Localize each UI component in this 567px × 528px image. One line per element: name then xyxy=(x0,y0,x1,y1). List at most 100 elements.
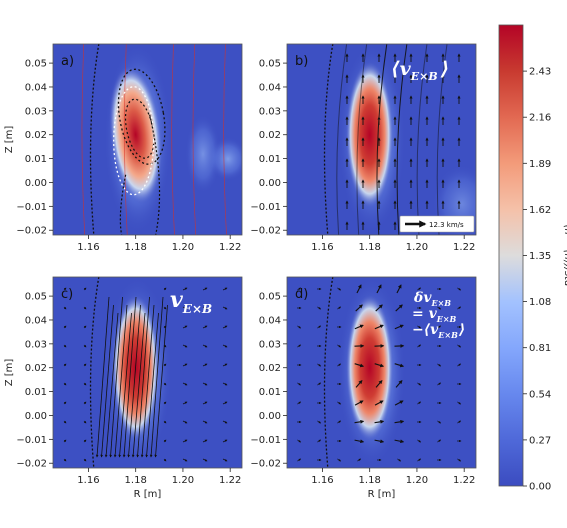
y-tick-label: −0.02 xyxy=(250,226,281,237)
flux-surface-line xyxy=(192,44,197,235)
velocity-arrow xyxy=(222,458,228,462)
panel-annotation: vE×B xyxy=(170,287,212,316)
x-tick-label: 1.16 xyxy=(77,475,99,486)
velocity-arrow xyxy=(354,324,364,330)
velocity-arrow xyxy=(457,344,462,348)
y-tick-label: −0.02 xyxy=(16,226,47,237)
panel-frame xyxy=(286,276,477,469)
velocity-arrow xyxy=(163,439,167,443)
velocity-arrow xyxy=(394,439,405,444)
velocity-arrow xyxy=(395,304,403,312)
velocity-arrow xyxy=(63,363,67,367)
velocity-arrow xyxy=(202,325,208,329)
flux-surface-line xyxy=(81,44,86,235)
velocity-arrow xyxy=(202,344,208,348)
scale-arrow-label: 12.3 km/s xyxy=(429,221,464,229)
velocity-arrow xyxy=(417,458,422,462)
velocity-arrow xyxy=(136,296,150,458)
velocity-arrow xyxy=(374,400,384,406)
velocity-arrow xyxy=(182,344,188,348)
velocity-arrow xyxy=(317,325,322,329)
velocity-arrow xyxy=(337,306,342,310)
velocity-arrow xyxy=(394,324,404,330)
panel-a: 1.16 1.18 1.20 1.22 0.05 0.04 0.03 0.02 0.01 0.00… xyxy=(4,43,243,253)
y-tick-label: 0.04 xyxy=(25,315,47,326)
velocity-arrow xyxy=(337,401,342,405)
y-tick-label: 0.01 xyxy=(25,387,47,398)
y-tick-label: −0.02 xyxy=(250,459,281,470)
velocity-arrow xyxy=(457,420,462,424)
y-axis-label: Z [m] xyxy=(4,359,15,387)
annotation-text: −⟨vE×B⟩ xyxy=(412,322,465,340)
velocity-arrow xyxy=(222,287,228,291)
velocity-arrow xyxy=(337,363,342,367)
velocity-arrow xyxy=(202,401,208,405)
velocity-arrow xyxy=(202,306,208,310)
colorbar: 0.00 0.27 0.54 0.81 1.08 1.35 1.62 1.89 2.16 2.43… xyxy=(498,24,567,493)
colorbar-tick-label: 1.35 xyxy=(529,251,551,262)
separatrix-curve xyxy=(323,44,334,235)
velocity-arrow xyxy=(83,306,87,310)
annotation-text: ⟨vE×B ⟩ xyxy=(391,58,449,83)
colorbar-gradient xyxy=(498,24,524,487)
x-tick-label: 1.16 xyxy=(311,475,333,486)
panel-label: c) xyxy=(61,287,73,302)
y-tick-label: −0.01 xyxy=(16,202,47,213)
velocity-arrow xyxy=(202,439,208,443)
velocity-arrow xyxy=(375,380,383,388)
density-blob xyxy=(108,65,163,205)
y-tick-label: 0.00 xyxy=(25,411,47,422)
panel-label: b) xyxy=(295,54,308,69)
y-tick-label: −0.01 xyxy=(16,435,47,446)
y-tick-label: 0.02 xyxy=(25,363,47,374)
velocity-arrow xyxy=(437,439,442,443)
x-tick-label: 1.20 xyxy=(172,242,194,253)
heatmap-area: 12.3 km/s xyxy=(287,44,476,235)
flow-line xyxy=(396,44,408,235)
separatrix-curve xyxy=(323,277,334,468)
x-tick-label: 1.18 xyxy=(359,475,381,486)
x-tick-label: 1.18 xyxy=(359,242,381,253)
heatmap-halo xyxy=(185,114,221,194)
velocity-arrow xyxy=(317,363,322,367)
y-tick-label: 0.01 xyxy=(259,154,281,165)
velocity-arrow xyxy=(163,382,167,386)
y-tick-label: 0.02 xyxy=(259,130,281,141)
velocity-arrow xyxy=(437,363,442,367)
colorbar-label: (n − ⟨n⟩)/std xyxy=(562,225,567,288)
velocity-arrow xyxy=(182,382,188,386)
velocity-arrow xyxy=(95,296,110,458)
velocity-arrow xyxy=(297,401,302,405)
panel-frame xyxy=(52,276,243,469)
velocity-arrow xyxy=(131,312,146,458)
x-tick-label: 1.20 xyxy=(406,242,428,253)
x-tick-label: 1.16 xyxy=(77,242,99,253)
velocity-arrow xyxy=(354,363,365,368)
scale-box xyxy=(399,215,475,233)
x-tick-label: 1.22 xyxy=(219,242,241,253)
y-tick-label: −0.01 xyxy=(250,202,281,213)
dotted-contour xyxy=(119,174,127,235)
colorbar-tick-label: 0.27 xyxy=(529,435,551,446)
flow-line xyxy=(356,44,368,235)
annotation-text: vE×B xyxy=(170,287,212,316)
velocity-arrow xyxy=(317,420,322,424)
dotted-contour xyxy=(117,68,166,165)
velocity-arrow xyxy=(354,400,364,406)
x-tick-label: 1.18 xyxy=(125,475,147,486)
velocity-arrow xyxy=(457,458,462,462)
velocity-arrow xyxy=(222,439,228,443)
velocity-arrow xyxy=(317,439,322,443)
y-tick-label: 0.05 xyxy=(25,59,47,70)
scale-arrow-box: 12.3 km/s xyxy=(399,215,475,233)
separatrix-curve xyxy=(89,44,100,235)
velocity-arrow xyxy=(163,306,167,310)
velocity-arrow xyxy=(83,420,87,424)
panel-annotation: ⟨vE×B ⟩ xyxy=(391,58,449,83)
velocity-arrow xyxy=(163,363,167,367)
colorbar-tick-label: 0.00 xyxy=(529,482,551,493)
velocity-arrow xyxy=(154,304,168,458)
velocity-arrow xyxy=(83,287,87,291)
dotted-contour xyxy=(149,114,161,235)
colorbar-tick-label: 0.54 xyxy=(529,389,551,400)
